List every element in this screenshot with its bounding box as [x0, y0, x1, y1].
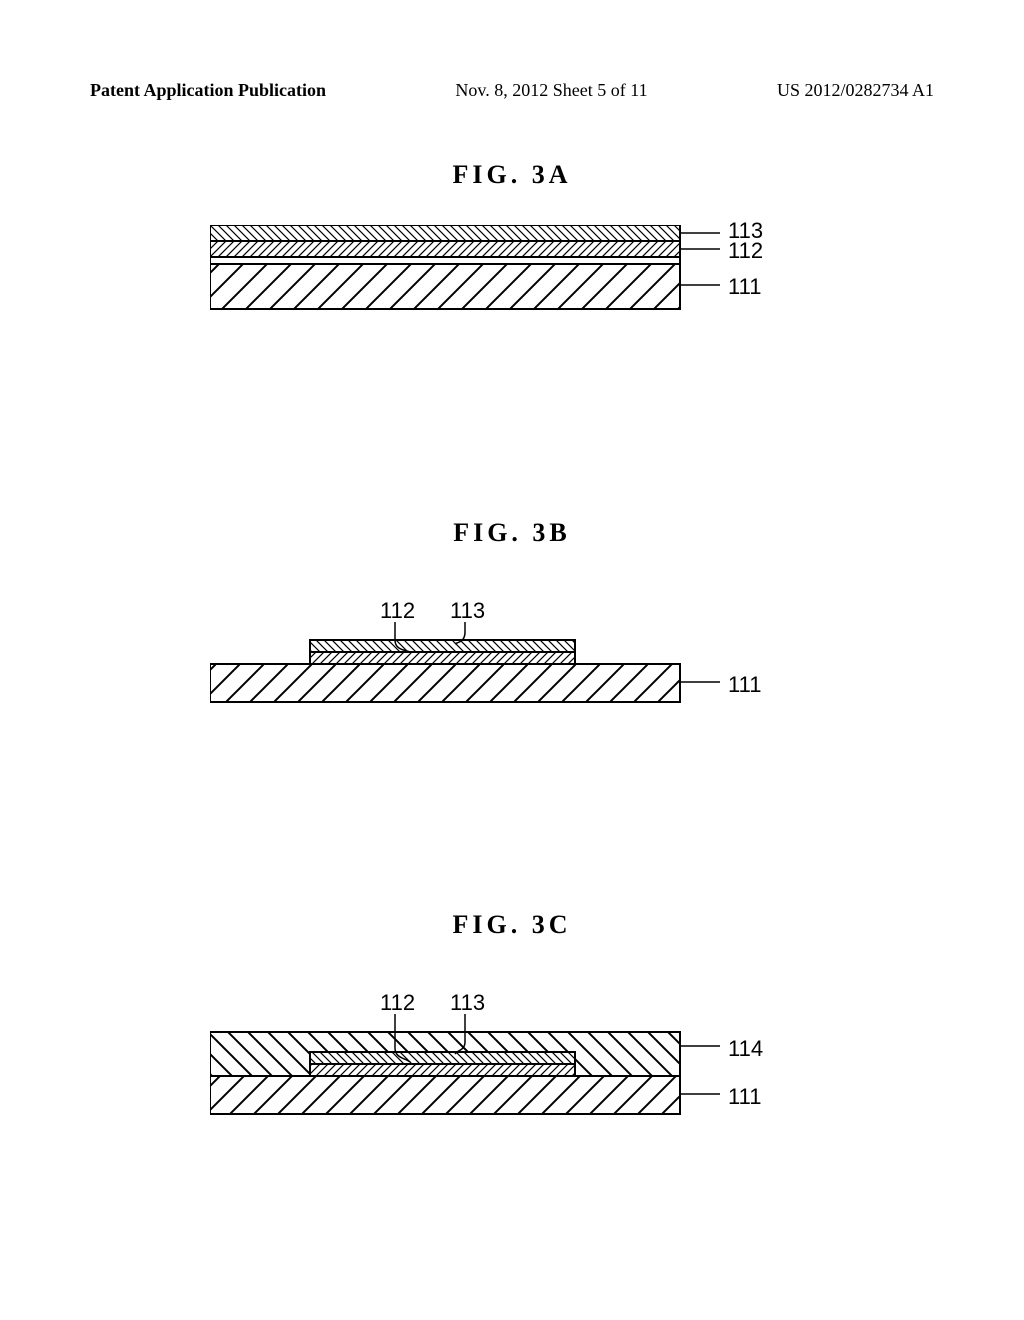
page-header: Patent Application Publication Nov. 8, 2…	[90, 80, 934, 101]
fig3a-label-111: 111	[728, 274, 761, 300]
header-left: Patent Application Publication	[90, 80, 326, 101]
fig3c-label-top-113: 113	[450, 990, 485, 1016]
fig3a-label-112: 112	[728, 238, 763, 264]
fig3b-label-111: 111	[728, 672, 761, 698]
fig-3c-diagram	[210, 1014, 810, 1169]
header-right: US 2012/0282734 A1	[777, 80, 934, 101]
fig-3c-title: FIG. 3C	[0, 910, 1024, 940]
fig3c-label-114: 114	[728, 1036, 763, 1062]
fig-3a-diagram	[210, 225, 810, 340]
fig3b-label-top-113: 113	[450, 598, 485, 624]
fig-3b-title: FIG. 3B	[0, 518, 1024, 548]
fig3c-label-111: 111	[728, 1084, 761, 1110]
fig-3a-title: FIG. 3A	[0, 160, 1024, 190]
fig3c-label-top-112: 112	[380, 990, 415, 1016]
header-center: Nov. 8, 2012 Sheet 5 of 11	[455, 80, 647, 101]
fig3b-label-top-112: 112	[380, 598, 415, 624]
fig-3b-diagram	[210, 622, 810, 727]
